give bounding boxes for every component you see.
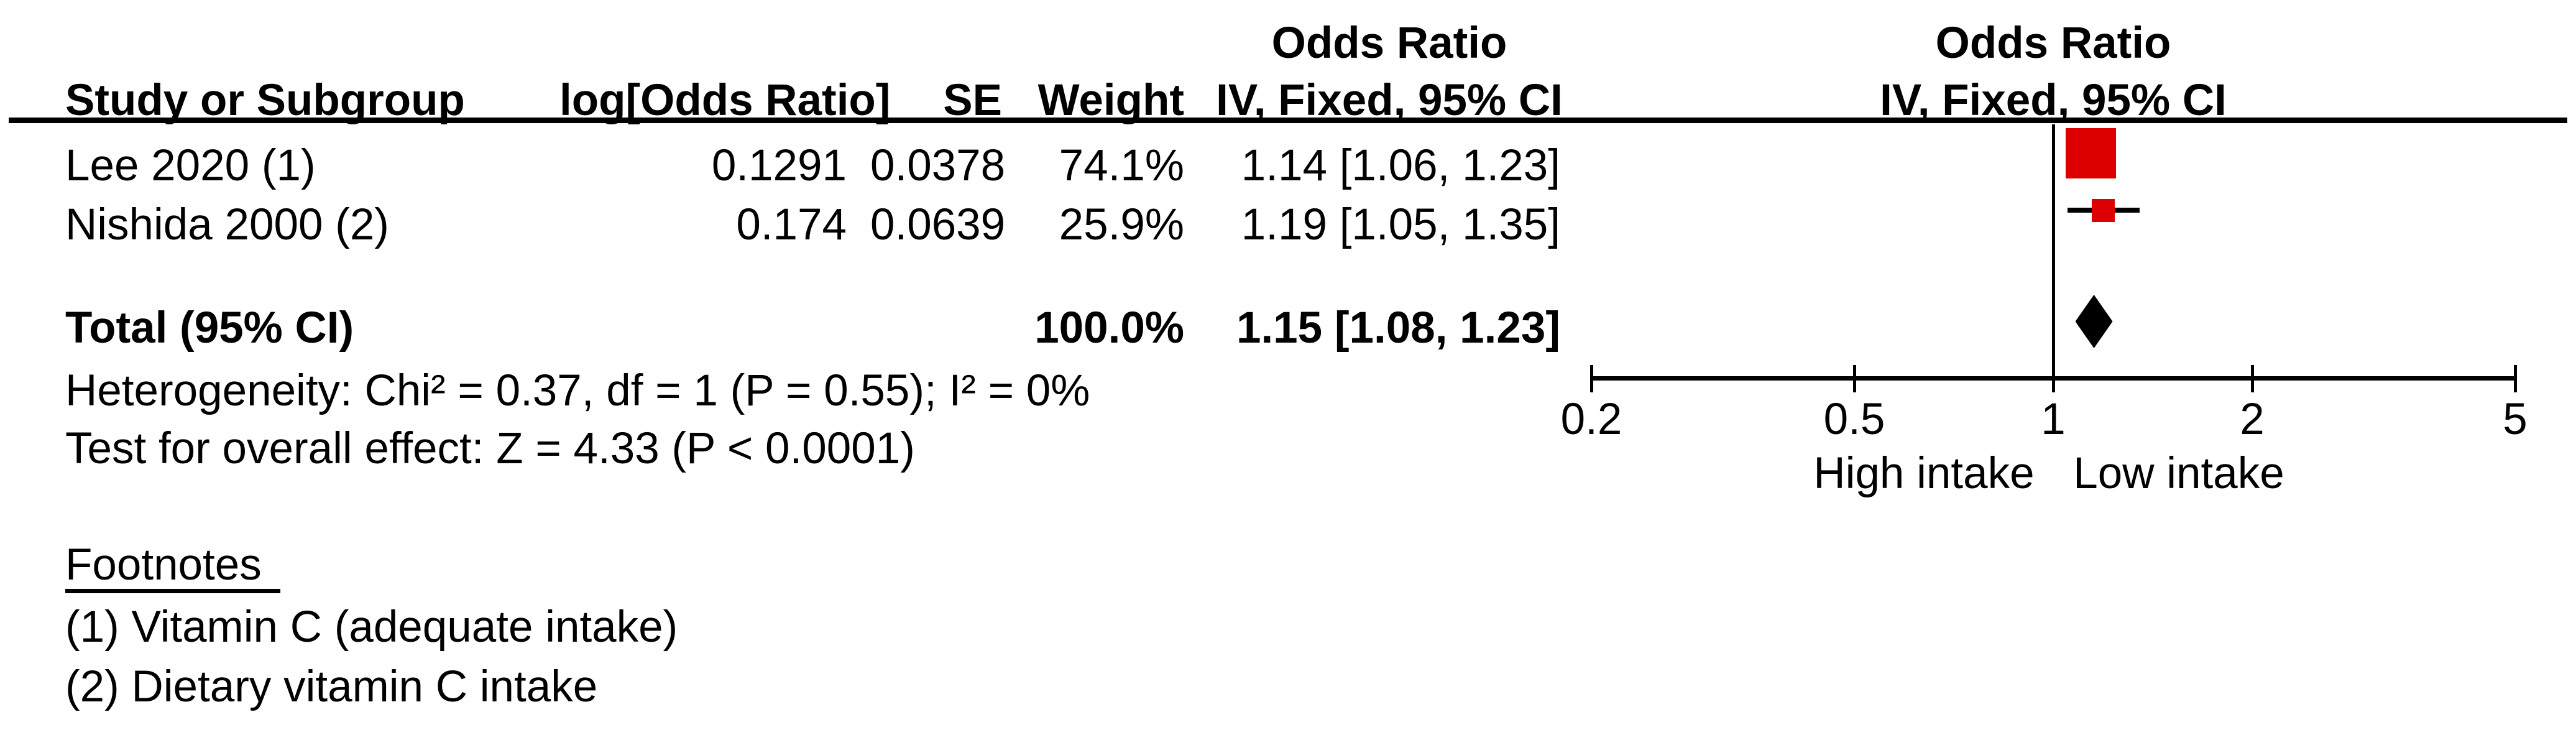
study-se: 0.0639 bbox=[870, 200, 1006, 249]
column-header-log-odds-ratio: log[Odds Ratio] bbox=[559, 76, 891, 125]
column-header-weight: Weight bbox=[1037, 76, 1184, 125]
axis-label-favours-right: Low intake bbox=[2073, 449, 2284, 498]
axis-tick bbox=[1589, 365, 1593, 392]
plot-column-or-header: Odds Ratio bbox=[1935, 19, 2171, 68]
total-ci-text: 1.15 [1.08, 1.23] bbox=[1236, 303, 1560, 353]
study-se: 0.0378 bbox=[870, 141, 1006, 190]
axis-label-favours-left: High intake bbox=[1813, 449, 2035, 498]
study-weight-marker bbox=[2065, 127, 2116, 178]
axis-tick-label: 0.5 bbox=[1823, 395, 1885, 444]
study-ci-text: 1.14 [1.06, 1.23] bbox=[1241, 141, 1560, 190]
study-weight: 74.1% bbox=[1059, 141, 1184, 190]
study-log-or: 0.1291 bbox=[711, 141, 847, 190]
overall-effect-line: Test for overall effect: Z = 4.33 (P < 0… bbox=[65, 424, 915, 473]
footnote-item: (1) Vitamin C (adequate intake) bbox=[65, 603, 678, 652]
axis-tick-label: 1 bbox=[2041, 395, 2066, 444]
footnote-item: (2) Dietary vitamin C intake bbox=[65, 662, 598, 711]
column-header-study: Study or Subgroup bbox=[65, 76, 465, 125]
column-header-ci-plot: IV, Fixed, 95% CI bbox=[1880, 76, 2227, 125]
study-ci-text: 1.19 [1.05, 1.35] bbox=[1241, 200, 1560, 249]
heterogeneity-line: Heterogeneity: Chi² = 0.37, df = 1 (P = … bbox=[65, 366, 1090, 415]
axis-tick-label: 5 bbox=[2503, 395, 2528, 444]
footnotes-title: Footnotes bbox=[65, 543, 280, 593]
axis-tick bbox=[2250, 365, 2254, 392]
axis-tick bbox=[2052, 365, 2055, 392]
total-label: Total (95% CI) bbox=[65, 303, 354, 353]
text-column-or-header: Odds Ratio bbox=[1271, 19, 1507, 68]
column-header-se: SE bbox=[943, 76, 1002, 125]
total-diamond bbox=[2075, 295, 2113, 348]
null-effect-line bbox=[2052, 124, 2055, 381]
study-weight-marker bbox=[2091, 198, 2115, 222]
study-log-or: 0.174 bbox=[736, 200, 847, 249]
axis-tick-label: 2 bbox=[2240, 395, 2265, 444]
header-rule bbox=[9, 118, 2567, 123]
total-weight: 100.0% bbox=[1034, 303, 1184, 353]
study-name: Lee 2020 (1) bbox=[65, 141, 316, 190]
axis-tick-label: 0.2 bbox=[1560, 395, 1622, 444]
axis-tick bbox=[1853, 365, 1856, 392]
column-header-ci-text: IV, Fixed, 95% CI bbox=[1216, 76, 1563, 125]
axis-tick bbox=[2514, 365, 2517, 392]
footnotes-title-text: Footnotes bbox=[65, 543, 280, 593]
study-name: Nishida 2000 (2) bbox=[65, 200, 389, 249]
study-weight: 25.9% bbox=[1059, 200, 1184, 249]
